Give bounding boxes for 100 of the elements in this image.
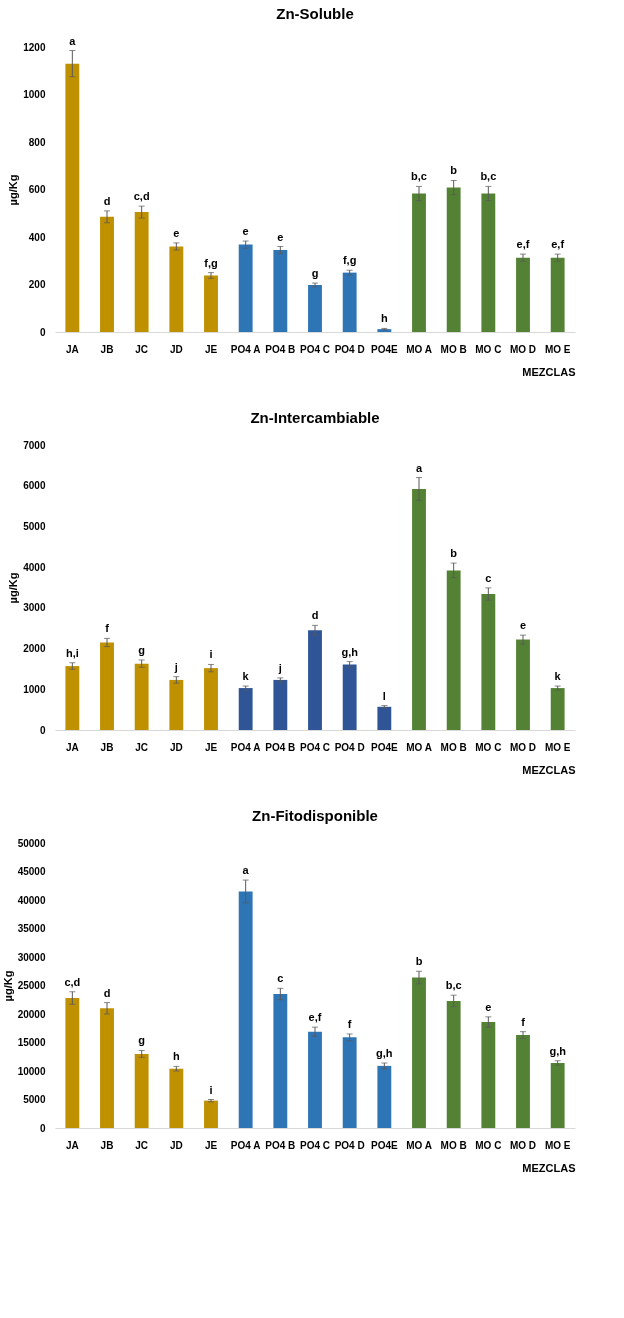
annotation: h,i	[65, 646, 79, 659]
x-tick-label: MO B	[440, 741, 467, 753]
annotation: h	[172, 1050, 180, 1063]
annotation: k	[242, 670, 250, 683]
chart-title: Zn-Intercambiable	[250, 409, 380, 426]
x-tick-label: PO4 C	[299, 1139, 331, 1151]
x-tick-label: JB	[100, 741, 114, 753]
y-tick-label: 50000	[17, 837, 46, 849]
x-tick-label: JD	[169, 1139, 183, 1151]
x-tick-label: PO4 C	[299, 343, 331, 355]
x-axis-title: MEZCLAS	[522, 763, 576, 776]
x-tick-label: JA	[65, 1139, 79, 1151]
annotation: g,h	[341, 645, 359, 658]
x-tick-label: JD	[169, 741, 183, 753]
x-tick-label: MO B	[440, 1139, 467, 1151]
y-axis-title: µg/Kg	[1, 970, 14, 1002]
y-tick-label: 400	[28, 231, 46, 243]
x-tick-label: MO C	[475, 741, 502, 753]
annotation: i	[209, 648, 213, 661]
x-tick-label: MO E	[544, 741, 571, 753]
annotation: e	[242, 225, 249, 238]
annotation: h	[380, 312, 388, 325]
x-tick-label: JE	[204, 1139, 218, 1151]
y-tick-label: 200	[28, 279, 46, 290]
annotation: b	[450, 164, 458, 177]
annotation: e	[485, 1000, 492, 1013]
y-tick-label: 10000	[17, 1065, 46, 1077]
x-tick-label: MO D	[509, 343, 537, 355]
x-tick-label: JC	[135, 1139, 149, 1151]
annotation: g	[138, 643, 146, 656]
y-tick-label: 25000	[17, 980, 46, 991]
annotation: e,f	[308, 1011, 322, 1024]
x-tick-label: MO C	[475, 1139, 502, 1151]
x-tick-label: PO4E	[370, 1139, 398, 1151]
annotation: d	[103, 194, 111, 207]
annotation: c	[277, 972, 284, 985]
x-tick-label: PO4E	[370, 741, 398, 753]
annotation: l	[382, 689, 386, 702]
x-tick-label: PO4 D	[334, 1139, 365, 1151]
annotation: b	[415, 955, 423, 968]
y-tick-label: 7000	[23, 439, 46, 451]
x-tick-label: PO4 A	[230, 1139, 261, 1151]
y-tick-label: 4000	[23, 561, 46, 573]
x-tick-label: PO4 D	[334, 741, 365, 753]
x-tick-label: JE	[204, 343, 218, 355]
y-tick-label: 30000	[17, 951, 46, 963]
y-axis-title: µg/Kg	[7, 572, 20, 604]
annotation: e,f	[516, 238, 530, 251]
x-tick-label: JD	[169, 343, 183, 355]
annotation: f	[521, 1015, 526, 1028]
annotation: f	[105, 622, 110, 635]
annotation: c	[485, 571, 492, 584]
x-tick-label: PO4 B	[265, 343, 296, 355]
annotation: b	[450, 547, 458, 560]
x-tick-label: JB	[100, 343, 114, 355]
x-tick-label: MO A	[406, 741, 432, 753]
y-tick-label: 1200	[23, 41, 46, 53]
chart-title: Zn-Fitodisponible	[252, 807, 378, 824]
annotation: b,c	[411, 170, 427, 183]
y-tick-label: 35000	[17, 923, 46, 934]
y-tick-label: 20000	[17, 1008, 46, 1020]
y-tick-label: 0	[39, 724, 46, 736]
annotation: e	[277, 230, 284, 243]
x-tick-label: PO4E	[370, 343, 398, 355]
annotation: a	[242, 864, 250, 877]
x-tick-label: MO E	[544, 343, 571, 355]
annotation: g	[138, 1034, 146, 1047]
x-tick-label: PO4 C	[299, 741, 331, 753]
x-axis-title: MEZCLAS	[522, 1161, 576, 1174]
annotation: j	[277, 661, 282, 674]
y-tick-label: 600	[28, 184, 46, 195]
x-tick-label: PO4 D	[334, 343, 365, 355]
annotation: f,g	[204, 256, 218, 269]
y-tick-label: 5000	[23, 1094, 46, 1105]
x-tick-label: MO D	[509, 741, 537, 753]
annotation: k	[554, 670, 562, 683]
annotation: g,h	[376, 1047, 393, 1060]
x-tick-label: MO A	[406, 343, 432, 355]
y-tick-label: 45000	[17, 866, 46, 877]
x-tick-label: JA	[65, 741, 79, 753]
annotation: d	[103, 986, 111, 999]
x-tick-label: PO4 B	[265, 1139, 296, 1151]
annotation: e,f	[551, 238, 565, 251]
annotation: f	[347, 1017, 352, 1030]
annotation: g	[311, 267, 319, 280]
chart-title: Zn-Soluble	[276, 4, 354, 22]
annotation: i	[209, 1083, 213, 1096]
y-tick-label: 5000	[23, 520, 46, 532]
y-tick-label: 0	[39, 326, 46, 338]
x-tick-label: PO4 A	[230, 343, 261, 355]
annotation: c,d	[133, 190, 150, 203]
x-tick-label: MO E	[544, 1139, 571, 1151]
y-tick-label: 2000	[23, 643, 46, 655]
y-tick-label: 15000	[17, 1037, 46, 1048]
x-tick-label: PO4 A	[230, 741, 261, 753]
y-axis-title: µg/Kg	[7, 174, 20, 206]
x-tick-label: MO C	[475, 343, 502, 355]
y-tick-label: 6000	[23, 480, 46, 492]
x-tick-label: MO A	[406, 1139, 432, 1151]
annotation: b,c	[480, 170, 497, 183]
